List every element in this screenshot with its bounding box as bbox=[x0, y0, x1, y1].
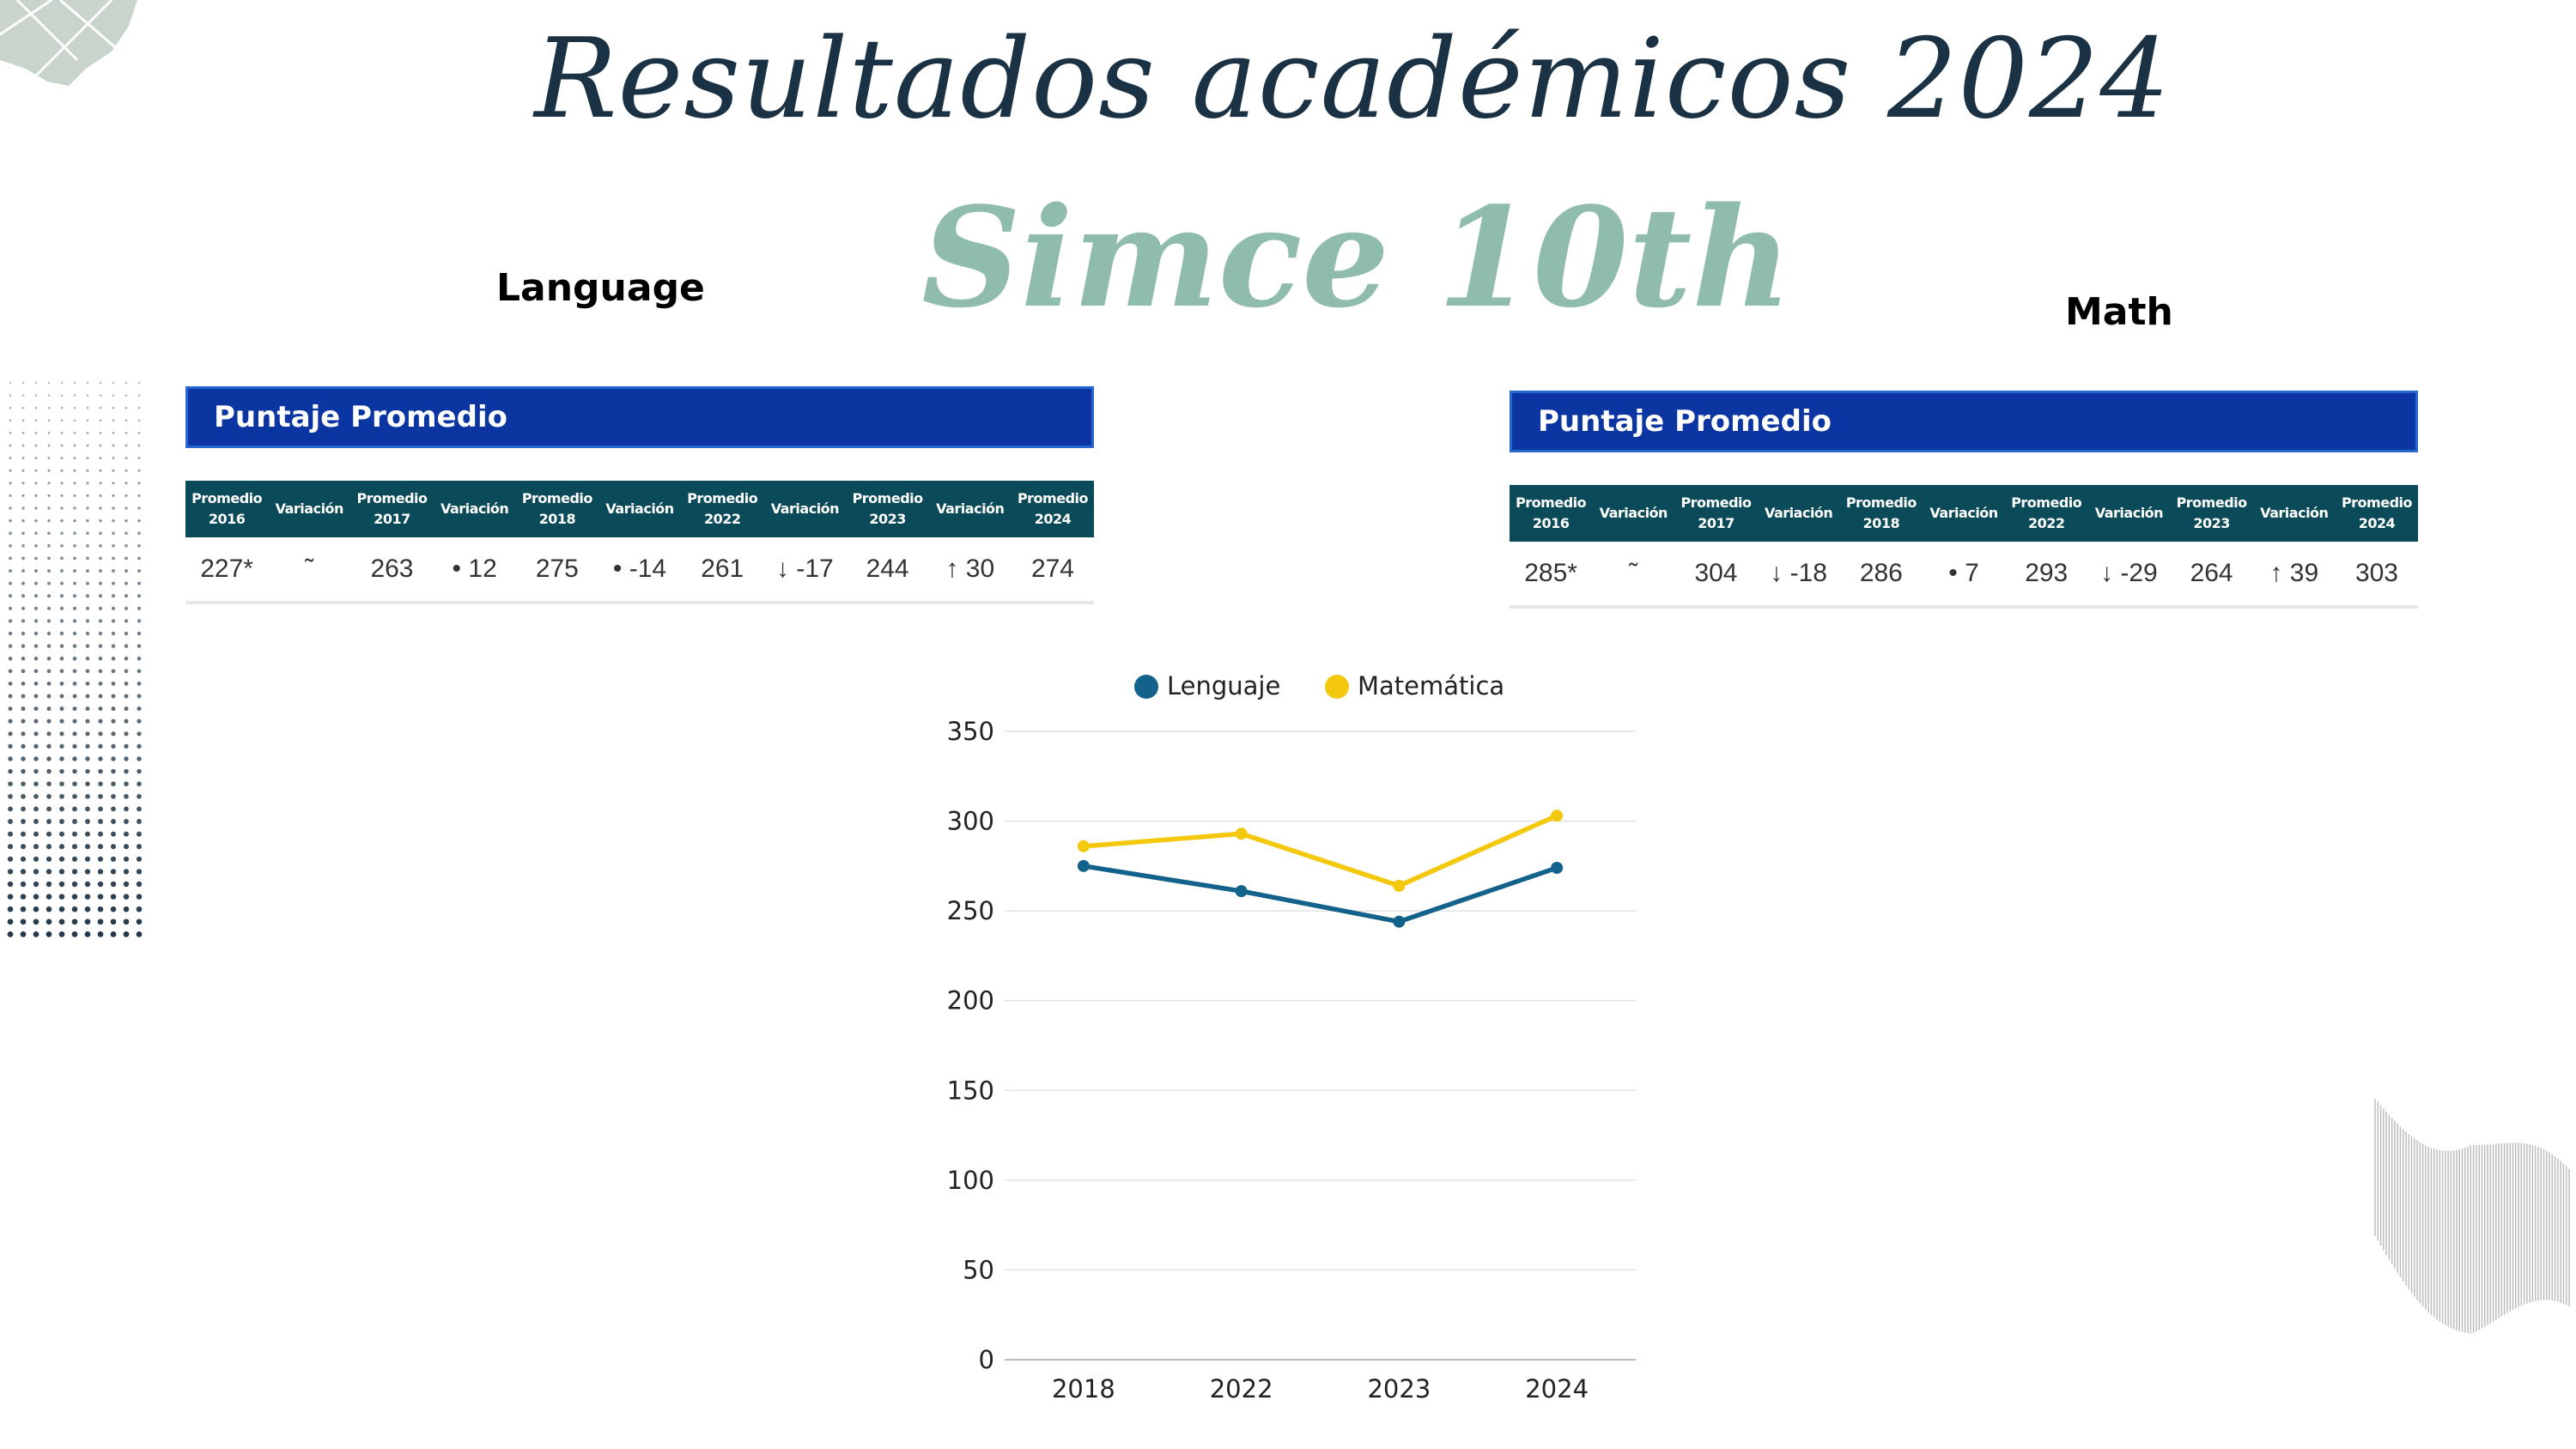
value-cell: ˜ bbox=[305, 555, 314, 583]
header-cell: Variación bbox=[605, 500, 674, 517]
table-header-row: Promedio 2016 Variación Promedio 2017 Va… bbox=[1510, 485, 2418, 542]
value-cell: • 7 bbox=[1948, 559, 1979, 587]
x-tick-label: 2024 bbox=[1525, 1374, 1589, 1404]
value-cell: ↓ -17 bbox=[776, 555, 834, 583]
header-cell: Variación bbox=[770, 500, 840, 517]
y-tick-label: 0 bbox=[979, 1345, 994, 1374]
legend-marker bbox=[1134, 675, 1158, 699]
y-tick-label: 50 bbox=[963, 1255, 994, 1284]
value-cell: ˜ bbox=[1629, 559, 1638, 587]
x-tick-label: 2023 bbox=[1367, 1374, 1431, 1404]
header-cell: Promedio 2023 bbox=[852, 490, 924, 527]
value-cell: 304 bbox=[1694, 559, 1738, 587]
data-point bbox=[1235, 828, 1248, 840]
table-banner: Puntaje Promedio bbox=[185, 386, 1094, 448]
value-cell: 264 bbox=[2190, 559, 2233, 587]
language-label: Language bbox=[496, 266, 705, 310]
header-cell: Variación bbox=[1929, 505, 1998, 521]
value-cell: 263 bbox=[370, 555, 414, 583]
data-point bbox=[1235, 885, 1248, 898]
y-tick-label: 350 bbox=[947, 717, 994, 746]
table-banner: Puntaje Promedio bbox=[1510, 391, 2418, 452]
series-line-1 bbox=[1083, 813, 1558, 888]
y-tick-label: 300 bbox=[947, 807, 994, 836]
header-cell: Variación bbox=[1764, 505, 1833, 521]
y-tick-label: 250 bbox=[947, 896, 994, 925]
value-cell: 244 bbox=[866, 555, 909, 583]
value-cell: ↑ 39 bbox=[2269, 559, 2319, 587]
y-tick-label: 100 bbox=[947, 1166, 994, 1195]
value-cell: ↓ -29 bbox=[2100, 559, 2158, 587]
value-cell: 275 bbox=[535, 555, 579, 583]
header-cell: Promedio 2024 bbox=[1017, 490, 1089, 527]
math-score-table: Puntaje Promedio Promedio 2016 Variación… bbox=[1510, 391, 2418, 609]
value-cell: 293 bbox=[2025, 559, 2069, 587]
table-header-row: Promedio 2016 Variación Promedio 2017 Va… bbox=[185, 481, 1094, 537]
header-cell: Promedio 2022 bbox=[687, 490, 758, 527]
header-cell: Variación bbox=[440, 500, 509, 517]
value-cell: • 12 bbox=[452, 555, 497, 583]
legend-label: Matemática bbox=[1358, 671, 1504, 700]
header-cell: Promedio 2016 bbox=[1516, 494, 1587, 531]
header-cell: Promedio 2017 bbox=[1680, 494, 1752, 531]
legend-marker bbox=[1325, 675, 1349, 699]
table-row: 285* ˜ 304 ↓ -18 286 • 7 293 ↓ -29 264 ↑… bbox=[1510, 542, 2418, 609]
data-point bbox=[1077, 840, 1090, 852]
data-point bbox=[1077, 859, 1090, 872]
header-cell: Variación bbox=[2260, 505, 2329, 521]
header-cell: Promedio 2016 bbox=[191, 490, 263, 527]
page-title: Resultados académicos 2024 bbox=[534, 15, 2171, 143]
header-cell: Promedio 2022 bbox=[2011, 494, 2082, 531]
value-cell: ↓ -18 bbox=[1770, 559, 1827, 587]
x-tick-label: 2018 bbox=[1052, 1374, 1115, 1404]
value-cell: 227* bbox=[200, 555, 253, 583]
value-cell: 274 bbox=[1030, 555, 1074, 583]
dot-pattern-decoration bbox=[7, 381, 143, 937]
header-cell: Variación bbox=[2094, 505, 2164, 521]
table-row: 227* ˜ 263 • 12 275 • -14 261 ↓ -17 244 … bbox=[185, 537, 1094, 604]
header-cell: Variación bbox=[275, 500, 344, 517]
data-point bbox=[1393, 915, 1406, 928]
legend-label: Lenguaje bbox=[1167, 671, 1280, 700]
x-tick-label: 2022 bbox=[1210, 1374, 1273, 1404]
data-point bbox=[1393, 879, 1406, 892]
header-cell: Promedio 2024 bbox=[2341, 494, 2413, 531]
value-cell: ↑ 30 bbox=[945, 555, 995, 583]
math-label: Math bbox=[2065, 290, 2173, 334]
header-cell: Promedio 2018 bbox=[1845, 494, 1917, 531]
y-tick-label: 200 bbox=[947, 986, 994, 1016]
value-cell: 286 bbox=[1859, 559, 1903, 587]
header-cell: Promedio 2017 bbox=[356, 490, 428, 527]
header-cell: Promedio 2023 bbox=[2176, 494, 2248, 531]
header-cell: Variación bbox=[1599, 505, 1668, 521]
wave-lines-decoration bbox=[2374, 1099, 2570, 1334]
page-subtitle: Simce 10th bbox=[921, 177, 1792, 338]
header-cell: Promedio 2018 bbox=[521, 490, 593, 527]
map-decoration bbox=[0, 0, 137, 86]
value-cell: 285* bbox=[1524, 559, 1577, 587]
value-cell: 303 bbox=[2354, 559, 2398, 587]
series-line-0 bbox=[1083, 864, 1558, 925]
value-cell: • -14 bbox=[612, 555, 667, 583]
data-point bbox=[1551, 861, 1564, 874]
header-cell: Variación bbox=[936, 500, 1005, 517]
value-cell: 261 bbox=[701, 555, 744, 583]
language-score-table: Puntaje Promedio Promedio 2016 Variación… bbox=[185, 386, 1094, 604]
y-tick-label: 150 bbox=[947, 1076, 994, 1105]
score-line-chart: 0 50 100 150 200 250 300 350 2018 2022 2023 2024 Len… bbox=[947, 671, 1636, 1404]
data-point bbox=[1551, 809, 1564, 822]
